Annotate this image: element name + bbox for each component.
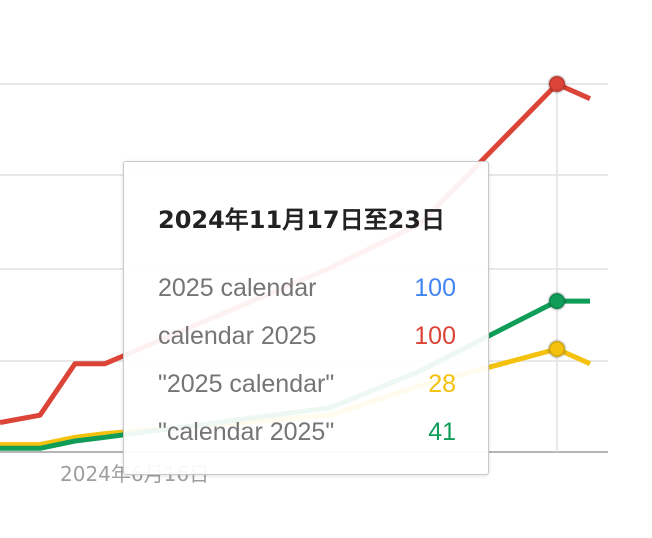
tooltip-series-name: "calendar 2025": [158, 418, 335, 446]
tooltip-series-value: 28: [428, 370, 456, 398]
tooltip-series-name: 2025 calendar: [158, 274, 317, 302]
tooltip-series-name: calendar 2025: [158, 322, 317, 350]
tooltip-series-value: 100: [414, 322, 456, 350]
hover-point: [547, 74, 567, 94]
tooltip-series-value: 100: [414, 274, 456, 302]
tooltip-title: 2024年11月17日至23日: [158, 206, 445, 234]
tooltip-series-value: 41: [428, 418, 456, 446]
chart-tooltip: 2024年11月17日至23日 2025 calendar 100 calend…: [123, 161, 489, 475]
tooltip-row: "2025 calendar" 28: [158, 370, 456, 402]
tooltip-row: "calendar 2025" 41: [158, 418, 456, 450]
hover-point: [547, 291, 567, 311]
tooltip-row: 2025 calendar 100: [158, 274, 456, 306]
tooltip-row: calendar 2025 100: [158, 322, 456, 354]
hover-point: [547, 339, 567, 359]
tooltip-series-name: "2025 calendar": [158, 370, 335, 398]
